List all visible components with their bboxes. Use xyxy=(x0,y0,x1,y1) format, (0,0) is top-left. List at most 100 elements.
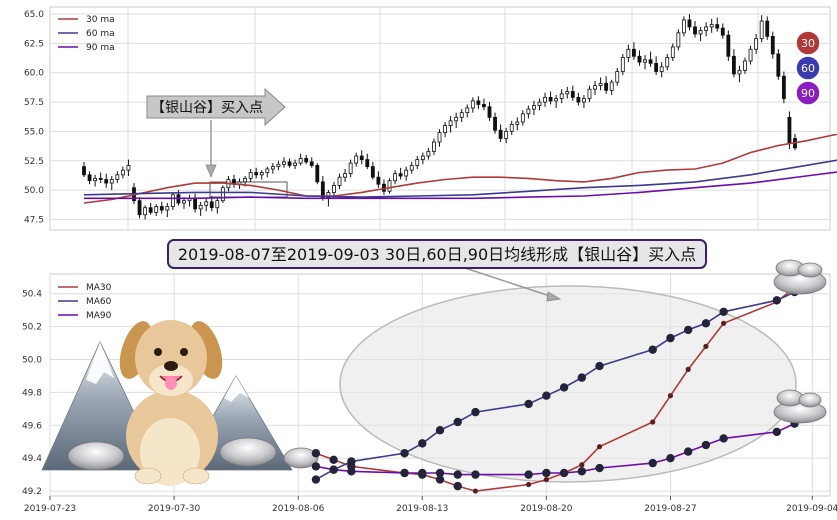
ma-x-axis: 2019-07-23 2019-07-30 2019-08-06 2019-08-13… xyxy=(24,496,837,514)
ma-x-tick: 2019-07-30 xyxy=(148,504,201,514)
ma60-point xyxy=(577,373,587,382)
candle-body xyxy=(470,100,475,109)
candle xyxy=(104,173,109,188)
ma30-point xyxy=(703,343,709,349)
candle-body xyxy=(659,66,664,72)
candle-body xyxy=(270,166,275,170)
candle xyxy=(404,166,409,181)
legend-ma90: MA90 xyxy=(86,311,112,321)
ma90-line xyxy=(84,171,837,200)
ma-y-tick: 49.6 xyxy=(22,421,42,431)
ma60-point xyxy=(648,345,657,354)
candle-body xyxy=(709,24,714,28)
candle xyxy=(282,157,286,168)
candle-body xyxy=(548,96,553,102)
candle xyxy=(709,18,714,33)
badge-90-label: 90 xyxy=(801,87,815,100)
ma90-point xyxy=(595,463,604,473)
candle xyxy=(698,26,703,42)
candle-body xyxy=(376,176,381,185)
legend-60ma: 60 ma xyxy=(86,29,115,39)
candle-body xyxy=(759,20,764,40)
ma60-point xyxy=(347,457,356,466)
candle xyxy=(109,176,114,191)
candle xyxy=(570,85,575,101)
candle-body xyxy=(398,173,403,177)
price-y-tick: 60.0 xyxy=(24,69,44,79)
candle-body xyxy=(354,155,359,164)
candle xyxy=(693,21,697,38)
candle-body xyxy=(137,200,142,216)
candle-body xyxy=(515,121,520,125)
candle-body xyxy=(220,187,225,202)
candle-body xyxy=(109,179,114,184)
price-panel: 47.5 50.0 52.5 55.0 57.5 60.0 62.5 65.0 30 ma 6… xyxy=(24,6,837,231)
ma30-point xyxy=(472,488,479,494)
ma30-point xyxy=(650,419,656,425)
candle xyxy=(754,33,759,54)
candle xyxy=(659,62,664,78)
candle-body xyxy=(670,46,675,58)
candle xyxy=(337,173,342,189)
candle-body xyxy=(276,163,281,168)
price-y-tick: 62.5 xyxy=(24,39,44,49)
candle-body xyxy=(82,166,86,176)
silver-ingot-icon xyxy=(67,441,125,471)
ingot-stack-bottom xyxy=(773,389,827,424)
candle-body xyxy=(293,162,297,166)
candle xyxy=(543,92,547,107)
badge-30 xyxy=(795,30,821,56)
candle xyxy=(420,152,425,165)
banner-text: 2019-08-07至2019-09-03 30日,60日,90日均线形成【银山… xyxy=(178,245,696,264)
candle xyxy=(293,159,297,169)
ma-y-tick: 50.2 xyxy=(22,323,42,333)
moving-average-lines xyxy=(83,133,837,204)
ma90-point xyxy=(542,468,551,478)
silver-valley-ellipse xyxy=(339,285,797,483)
candle xyxy=(687,14,692,31)
candle-body xyxy=(637,55,642,63)
candle-body xyxy=(526,108,531,115)
candle-body xyxy=(498,129,503,139)
candle-body xyxy=(765,20,770,37)
candle xyxy=(681,16,686,37)
ma90-point xyxy=(329,465,338,474)
ma60-point xyxy=(772,296,782,305)
candle-body xyxy=(698,30,703,35)
ma60-point xyxy=(595,361,604,371)
ma60-point xyxy=(471,407,480,417)
ma-x-tick: 2019-07-23 xyxy=(24,504,76,514)
candle-body xyxy=(537,101,542,106)
candle-body xyxy=(148,207,153,213)
candle xyxy=(743,57,747,74)
ma30-point xyxy=(329,455,338,465)
candle-body xyxy=(532,105,536,110)
candle xyxy=(726,30,731,61)
legend-ma30: MA30 xyxy=(86,283,112,293)
candle-body xyxy=(648,59,653,64)
candle-body xyxy=(426,150,431,157)
ma60-point xyxy=(542,391,551,400)
ma60-point xyxy=(719,307,728,317)
candle xyxy=(654,56,659,76)
candle-body xyxy=(554,98,559,102)
candle xyxy=(637,50,642,66)
candle xyxy=(509,120,514,135)
ma90-point xyxy=(701,440,711,450)
candle xyxy=(670,43,675,61)
candle-body xyxy=(298,158,303,164)
candle-body xyxy=(87,174,92,182)
candle xyxy=(704,22,709,37)
candle-body xyxy=(359,155,364,160)
candle-body xyxy=(509,123,514,132)
candle-body xyxy=(309,161,314,166)
candle-body xyxy=(143,207,148,216)
ma90-point xyxy=(577,467,587,476)
candle-body xyxy=(370,166,375,178)
candle xyxy=(737,65,742,83)
ma30-point xyxy=(435,475,445,484)
candle-body xyxy=(437,132,442,143)
candle xyxy=(87,171,92,185)
candle xyxy=(548,91,553,105)
